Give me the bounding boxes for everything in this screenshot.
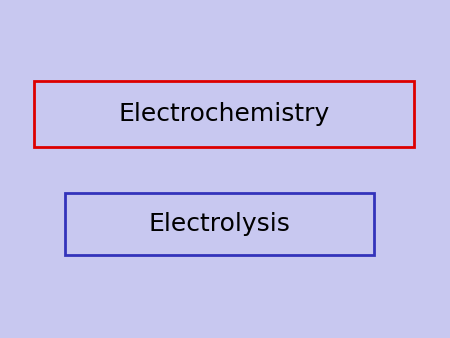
- Text: Electrochemistry: Electrochemistry: [118, 102, 329, 126]
- FancyBboxPatch shape: [65, 193, 374, 255]
- FancyBboxPatch shape: [34, 81, 414, 147]
- Text: Electrolysis: Electrolysis: [148, 212, 290, 236]
